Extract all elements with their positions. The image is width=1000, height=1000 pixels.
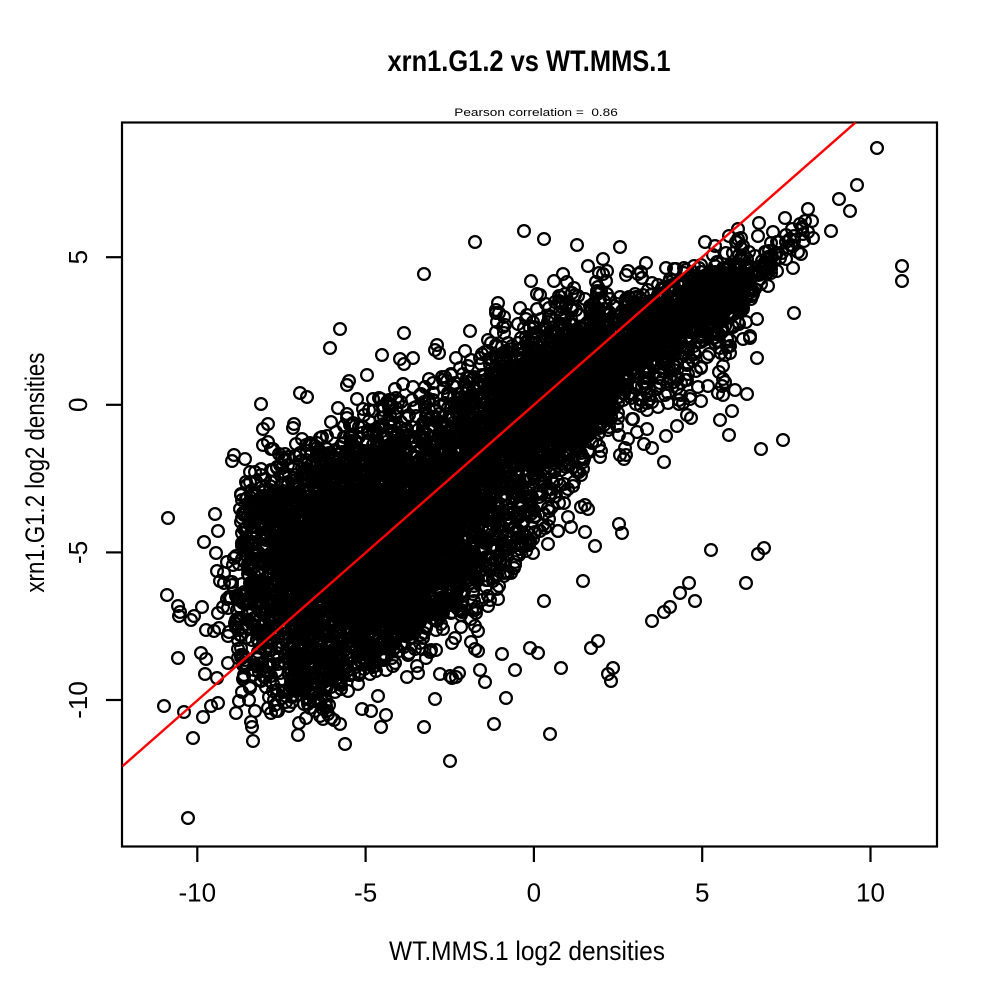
svg-text:5: 5 [63,250,93,264]
svg-text:WT.MMS.1 log2 densities: WT.MMS.1 log2 densities [389,936,665,966]
svg-text:10: 10 [856,877,885,907]
svg-text:-10: -10 [63,681,93,719]
svg-text:-5: -5 [63,541,93,564]
svg-text:5: 5 [695,877,709,907]
svg-text:-10: -10 [179,877,217,907]
svg-text:Pearson correlation = 0.86: Pearson correlation = 0.86 [454,107,618,119]
svg-text:0: 0 [527,877,541,907]
svg-text:xrn1.G1.2 log2 densities: xrn1.G1.2 log2 densities [20,353,50,593]
svg-text:0: 0 [63,398,93,412]
svg-text:-5: -5 [354,877,377,907]
svg-text:xrn1.G1.2 vs WT.MMS.1: xrn1.G1.2 vs WT.MMS.1 [388,45,671,78]
